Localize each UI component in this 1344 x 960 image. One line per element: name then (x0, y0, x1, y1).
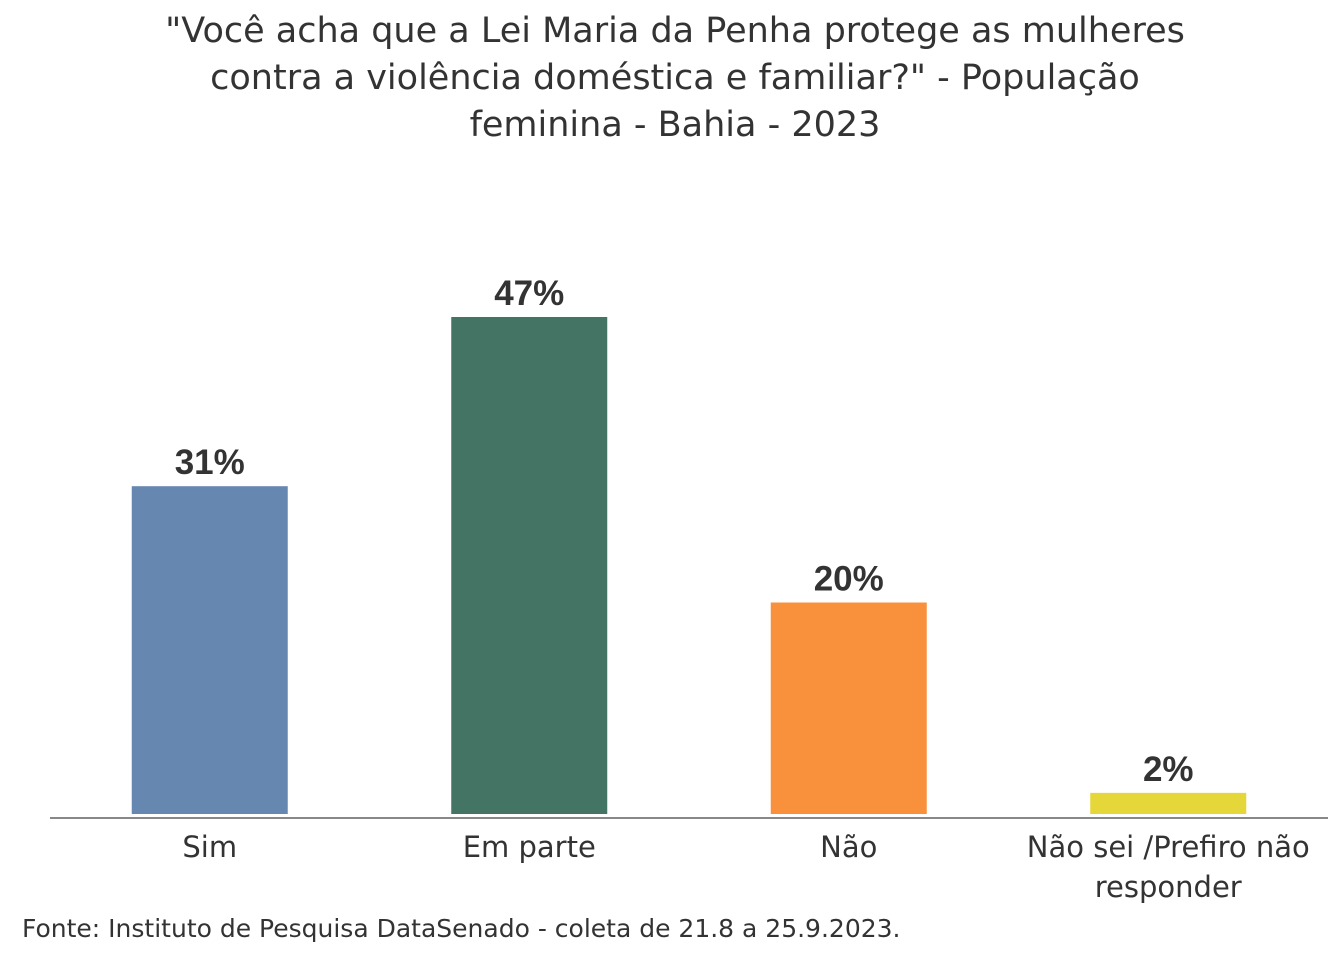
x-tick-labels-layer: Sim Em parte Não Não sei /Prefiro não respon… (182, 830, 1309, 904)
chart-title-line-1: "Você acha que a Lei Maria da Penha prot… (165, 11, 1185, 51)
data-label-2: 47% (494, 274, 564, 313)
x-tick-label-1-line-1: Sim (182, 830, 237, 864)
data-label-3: 20% (814, 560, 884, 599)
chart-title-line-2: contra a violência doméstica e familiar?… (210, 58, 1140, 98)
bar-4 (1090, 792, 1247, 814)
x-tick-label-4-line-1: Não sei /Prefiro não (1027, 830, 1310, 864)
x-tick-label-1: Sim (182, 830, 237, 864)
bar-2 (451, 317, 608, 814)
data-labels-layer: 31% 47% 20% 2% (175, 274, 1194, 789)
chart-title: "Você acha que a Lei Maria da Penha prot… (150, 8, 1200, 149)
bars-layer (131, 317, 1247, 814)
data-label-4: 2% (1143, 750, 1194, 789)
x-tick-label-3: Não (820, 830, 877, 864)
chart-title-line-3: feminina - Bahia - 2023 (469, 105, 881, 145)
bar-1 (131, 486, 288, 814)
x-tick-label-2: Em parte (463, 830, 596, 864)
x-tick-label-4: Não sei /Prefiro não responder (1027, 830, 1310, 904)
bar-3 (770, 602, 927, 814)
x-tick-label-2-line-1: Em parte (463, 830, 596, 864)
x-tick-label-4-line-2: responder (1095, 870, 1242, 904)
data-label-1: 31% (175, 443, 245, 482)
source-note: Fonte: Instituto de Pesquisa DataSenado … (22, 914, 901, 943)
x-tick-label-3-line-1: Não (820, 830, 877, 864)
